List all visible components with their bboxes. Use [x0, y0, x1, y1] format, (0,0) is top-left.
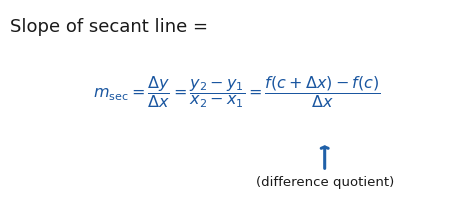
Text: (difference quotient): (difference quotient) [255, 175, 394, 188]
Text: Slope of secant line =: Slope of secant line = [10, 18, 208, 36]
Text: $m_{\mathrm{sec}} = \dfrac{\Delta y}{\Delta x} = \dfrac{y_2 - y_1}{x_2 - x_1} = : $m_{\mathrm{sec}} = \dfrac{\Delta y}{\De… [93, 74, 381, 110]
